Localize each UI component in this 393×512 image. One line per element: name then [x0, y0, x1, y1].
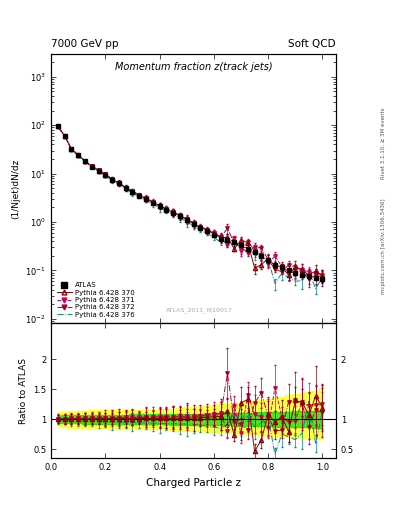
Legend: ATLAS, Pythia 6.428 370, Pythia 6.428 371, Pythia 6.428 372, Pythia 6.428 376: ATLAS, Pythia 6.428 370, Pythia 6.428 37…	[55, 280, 136, 320]
Text: Rivet 3.1.10, ≥ 3M events: Rivet 3.1.10, ≥ 3M events	[381, 108, 386, 179]
Y-axis label: Ratio to ATLAS: Ratio to ATLAS	[18, 358, 28, 424]
X-axis label: Charged Particle z: Charged Particle z	[146, 478, 241, 487]
Text: mcplots.cern.ch [arXiv:1306.3436]: mcplots.cern.ch [arXiv:1306.3436]	[381, 198, 386, 293]
Y-axis label: (1/Njet)dN/dz: (1/Njet)dN/dz	[11, 158, 20, 219]
Text: 7000 GeV pp: 7000 GeV pp	[51, 38, 119, 49]
Text: Soft QCD: Soft QCD	[288, 38, 336, 49]
Text: Momentum fraction z(track jets): Momentum fraction z(track jets)	[115, 62, 272, 72]
Text: ATLAS_2011_I919017: ATLAS_2011_I919017	[166, 307, 233, 313]
